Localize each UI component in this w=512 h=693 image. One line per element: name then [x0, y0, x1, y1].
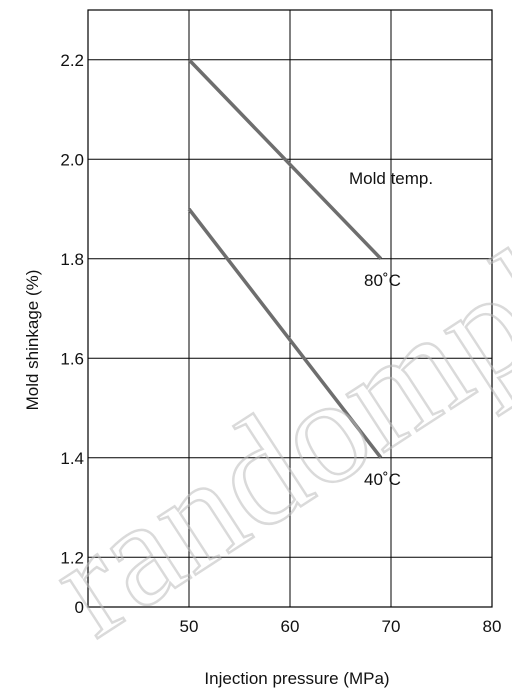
- series-label-80c: 80˚C: [364, 271, 401, 290]
- y-tick-label: 1.8: [60, 250, 84, 269]
- y-tick-label: 1.4: [60, 449, 84, 468]
- x-tick-label: 50: [180, 617, 199, 636]
- y-tick-label: 2.0: [60, 150, 84, 169]
- series-lines: [187, 58, 383, 459]
- legend-title: Mold temp.: [349, 169, 433, 188]
- y-tick-label: 1.2: [60, 548, 84, 567]
- x-tick-label: 60: [281, 617, 300, 636]
- series-label-40c: 40˚C: [364, 470, 401, 489]
- series-line-40c: [187, 207, 383, 459]
- x-axis-label: Injection pressure (MPa): [204, 669, 389, 688]
- svg-text:randomplas: randomplas: [23, 147, 512, 667]
- series-line-80c: [187, 58, 383, 260]
- x-tick-labels: 50 60 70 80: [180, 617, 502, 636]
- x-tick-label: 70: [382, 617, 401, 636]
- y-tick-label: 1.6: [60, 349, 84, 368]
- y-tick-labels: 0 1.2 1.4 1.6 1.8 2.0 2.2: [60, 51, 84, 617]
- y-tick-label: 2.2: [60, 51, 84, 70]
- y-tick-label: 0: [75, 598, 84, 617]
- y-axis-label: Mold shinkage (%): [23, 270, 42, 411]
- x-tick-label: 80: [483, 617, 502, 636]
- watermark-randomplas: randomplas: [21, 146, 512, 669]
- grid: [87, 9, 493, 608]
